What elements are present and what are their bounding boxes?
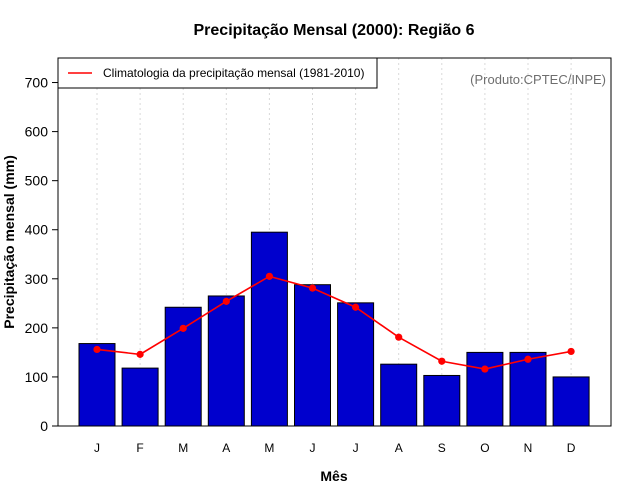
y-tick-label-400: 400 xyxy=(25,222,49,238)
bars xyxy=(78,231,590,427)
bar-11 xyxy=(509,351,547,427)
chart-title: Precipitação Mensal (2000): Região 6 xyxy=(194,22,475,39)
bar-7 xyxy=(337,302,375,427)
y-tick-label-200: 200 xyxy=(25,320,49,336)
x-tick-label-4: A xyxy=(222,441,230,455)
legend-box xyxy=(57,57,378,89)
bar-8 xyxy=(380,363,418,427)
x-tick-label-1: J xyxy=(94,441,100,455)
y-tick-label-600: 600 xyxy=(25,124,49,140)
bar-1 xyxy=(78,343,116,427)
y-tick-label-300: 300 xyxy=(25,271,49,287)
climatology-point-7 xyxy=(352,303,360,311)
x-tick-label-5: M xyxy=(264,441,274,455)
bar-9 xyxy=(423,374,461,427)
climatology-point-9 xyxy=(438,357,446,365)
x-tick-label-10: O xyxy=(480,441,489,455)
climatology-point-10 xyxy=(481,365,489,373)
bar-6 xyxy=(294,284,331,427)
x-tick-label-12: D xyxy=(567,441,576,455)
x-tick-label-9: S xyxy=(438,441,446,455)
x-tick-label-2: F xyxy=(136,441,143,455)
x-tick-label-6: J xyxy=(310,441,316,455)
x-axis-label: Mês xyxy=(320,468,347,484)
credit-text: (Produto:CPTEC/INPE) xyxy=(470,72,606,87)
x-tick-label-8: A xyxy=(395,441,403,455)
bar-4 xyxy=(207,295,245,427)
bar-10 xyxy=(466,351,504,427)
bar-2 xyxy=(121,367,159,427)
bar-5 xyxy=(250,231,288,427)
climatology-point-11 xyxy=(524,355,532,363)
bar-12 xyxy=(552,376,590,427)
climatology-point-2 xyxy=(136,350,144,358)
y-tick-label-100: 100 xyxy=(25,369,49,385)
legend-label: Climatologia da precipitação mensal (198… xyxy=(103,66,364,80)
climatology-line-group xyxy=(93,272,575,373)
y-tick-label-500: 500 xyxy=(25,173,49,189)
climatology-line xyxy=(96,275,572,370)
legend: Climatologia da precipitação mensal (198… xyxy=(57,57,378,89)
climatology-point-12 xyxy=(567,347,575,356)
y-tick-label-0: 0 xyxy=(40,418,48,434)
y-tick-label-700: 700 xyxy=(25,75,49,91)
climatology-point-6 xyxy=(308,284,317,292)
climatology-point-3 xyxy=(179,324,187,332)
climatology-point-5 xyxy=(265,272,273,280)
climatology-point-8 xyxy=(395,333,403,341)
x-tick-label-11: N xyxy=(524,441,533,455)
x-tick-label-3: M xyxy=(178,441,188,455)
climatology-point-4 xyxy=(222,297,230,305)
y-axis: 0 100 200 300 400 500 600 700 xyxy=(25,75,58,434)
climatology-point-1 xyxy=(93,345,101,354)
x-tick-label-7: J xyxy=(353,441,359,455)
y-axis-label: Precipitação mensal (mm) xyxy=(1,155,17,329)
